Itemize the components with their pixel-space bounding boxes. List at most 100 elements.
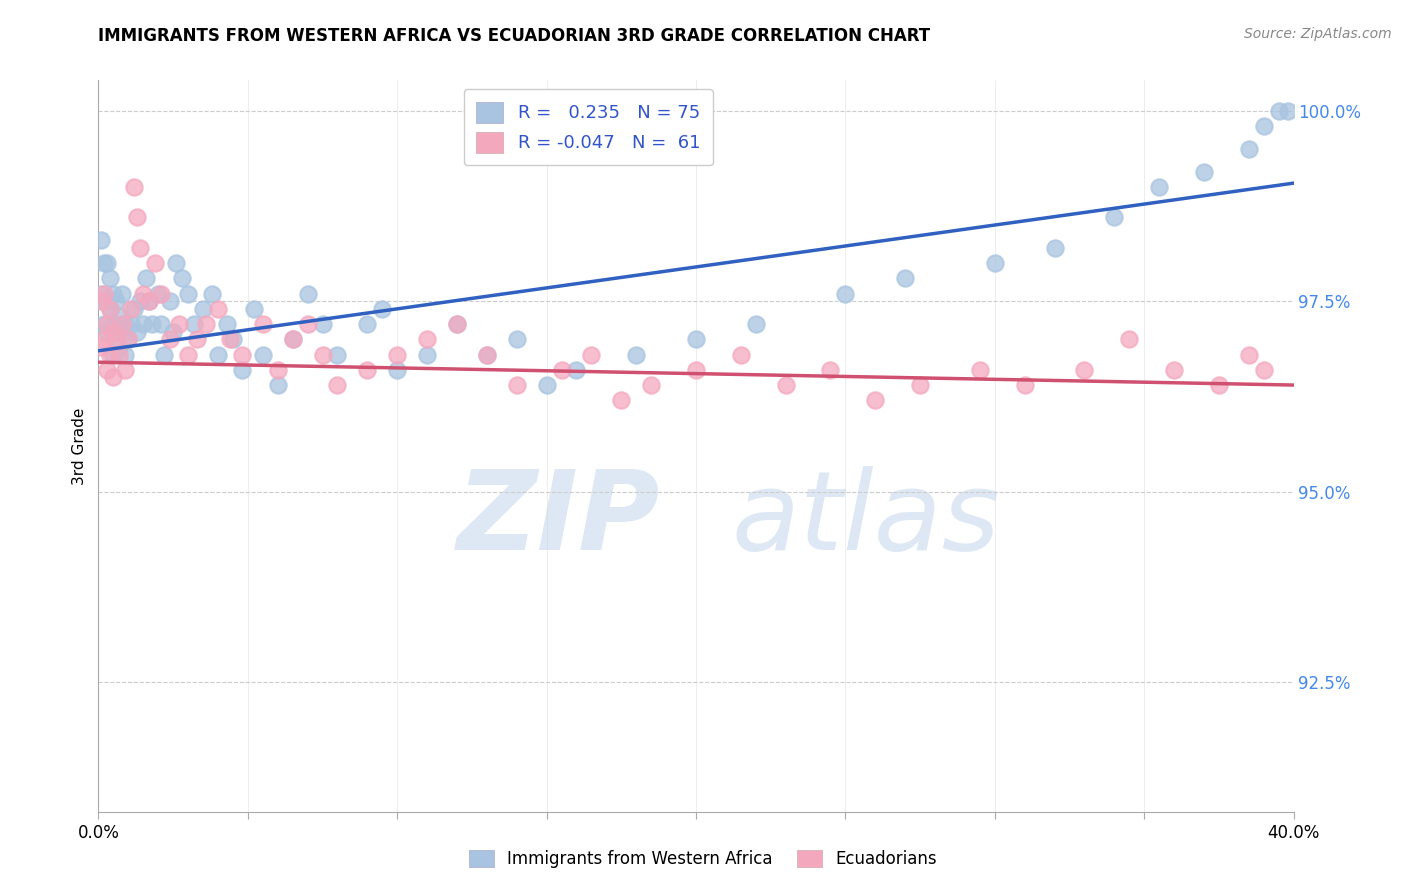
Point — [138, 294, 160, 309]
Point — [1277, 103, 1299, 118]
Point — [111, 286, 134, 301]
Point — [640, 378, 662, 392]
Point — [177, 347, 200, 361]
Point — [908, 378, 931, 392]
Point — [90, 233, 112, 247]
Point — [385, 363, 409, 377]
Y-axis label: 3rd Grade: 3rd Grade — [72, 408, 87, 484]
Point — [93, 286, 115, 301]
Point — [103, 370, 125, 384]
Point — [132, 286, 155, 301]
Point — [207, 347, 229, 361]
Point — [231, 347, 253, 361]
Point — [129, 241, 152, 255]
Point — [297, 286, 319, 301]
Point — [267, 363, 290, 377]
Point — [159, 294, 181, 309]
Point — [281, 332, 304, 346]
Legend: Immigrants from Western Africa, Ecuadorians: Immigrants from Western Africa, Ecuadori… — [463, 843, 943, 875]
Point — [98, 301, 122, 316]
Point — [1253, 119, 1275, 133]
Point — [105, 294, 128, 309]
Point — [90, 340, 112, 354]
Point — [550, 363, 572, 377]
Point — [93, 317, 115, 331]
Point — [108, 347, 131, 361]
Point — [96, 325, 118, 339]
Point — [1253, 363, 1275, 377]
Text: Source: ZipAtlas.com: Source: ZipAtlas.com — [1244, 27, 1392, 41]
Point — [135, 271, 157, 285]
Point — [231, 363, 253, 377]
Point — [120, 317, 142, 331]
Point — [207, 301, 229, 316]
Point — [506, 378, 529, 392]
Point — [1237, 142, 1260, 156]
Point — [114, 363, 136, 377]
Point — [127, 211, 149, 225]
Point — [222, 332, 245, 346]
Point — [108, 340, 131, 354]
Point — [105, 325, 128, 339]
Point — [252, 317, 274, 331]
Point — [153, 347, 176, 361]
Point — [103, 325, 125, 339]
Point — [93, 294, 115, 309]
Point — [148, 286, 170, 301]
Point — [159, 332, 181, 346]
Point — [1267, 103, 1289, 118]
Point — [138, 294, 160, 309]
Point — [685, 332, 707, 346]
Point — [111, 325, 134, 339]
Point — [820, 363, 842, 377]
Point — [1147, 180, 1170, 194]
Point — [311, 317, 333, 331]
Point — [105, 332, 128, 346]
Point — [252, 347, 274, 361]
Point — [96, 317, 118, 331]
Point — [356, 317, 378, 331]
Legend: R =   0.235   N = 75, R = -0.047   N =  61: R = 0.235 N = 75, R = -0.047 N = 61 — [464, 89, 713, 165]
Point — [172, 271, 194, 285]
Point — [201, 286, 224, 301]
Point — [1043, 241, 1066, 255]
Point — [1104, 211, 1126, 225]
Point — [129, 294, 152, 309]
Point — [581, 347, 603, 361]
Point — [98, 271, 122, 285]
Point — [96, 294, 118, 309]
Point — [103, 317, 125, 331]
Point — [326, 378, 349, 392]
Point — [446, 317, 468, 331]
Point — [162, 325, 184, 339]
Point — [446, 317, 468, 331]
Point — [167, 317, 190, 331]
Point — [93, 332, 115, 346]
Point — [150, 286, 173, 301]
Point — [111, 317, 134, 331]
Point — [626, 347, 648, 361]
Point — [120, 301, 142, 316]
Point — [1163, 363, 1185, 377]
Point — [191, 301, 214, 316]
Point — [93, 256, 115, 270]
Point — [416, 332, 439, 346]
Point — [124, 180, 146, 194]
Point — [1208, 378, 1230, 392]
Point — [141, 317, 163, 331]
Point — [416, 347, 439, 361]
Point — [1073, 363, 1095, 377]
Point — [565, 363, 588, 377]
Point — [96, 363, 118, 377]
Point — [150, 317, 173, 331]
Point — [117, 332, 139, 346]
Point — [1118, 332, 1140, 346]
Point — [215, 317, 238, 331]
Point — [124, 301, 146, 316]
Point — [183, 317, 205, 331]
Point — [865, 393, 887, 408]
Point — [127, 325, 149, 339]
Point — [745, 317, 768, 331]
Point — [1192, 164, 1215, 178]
Point — [143, 256, 166, 270]
